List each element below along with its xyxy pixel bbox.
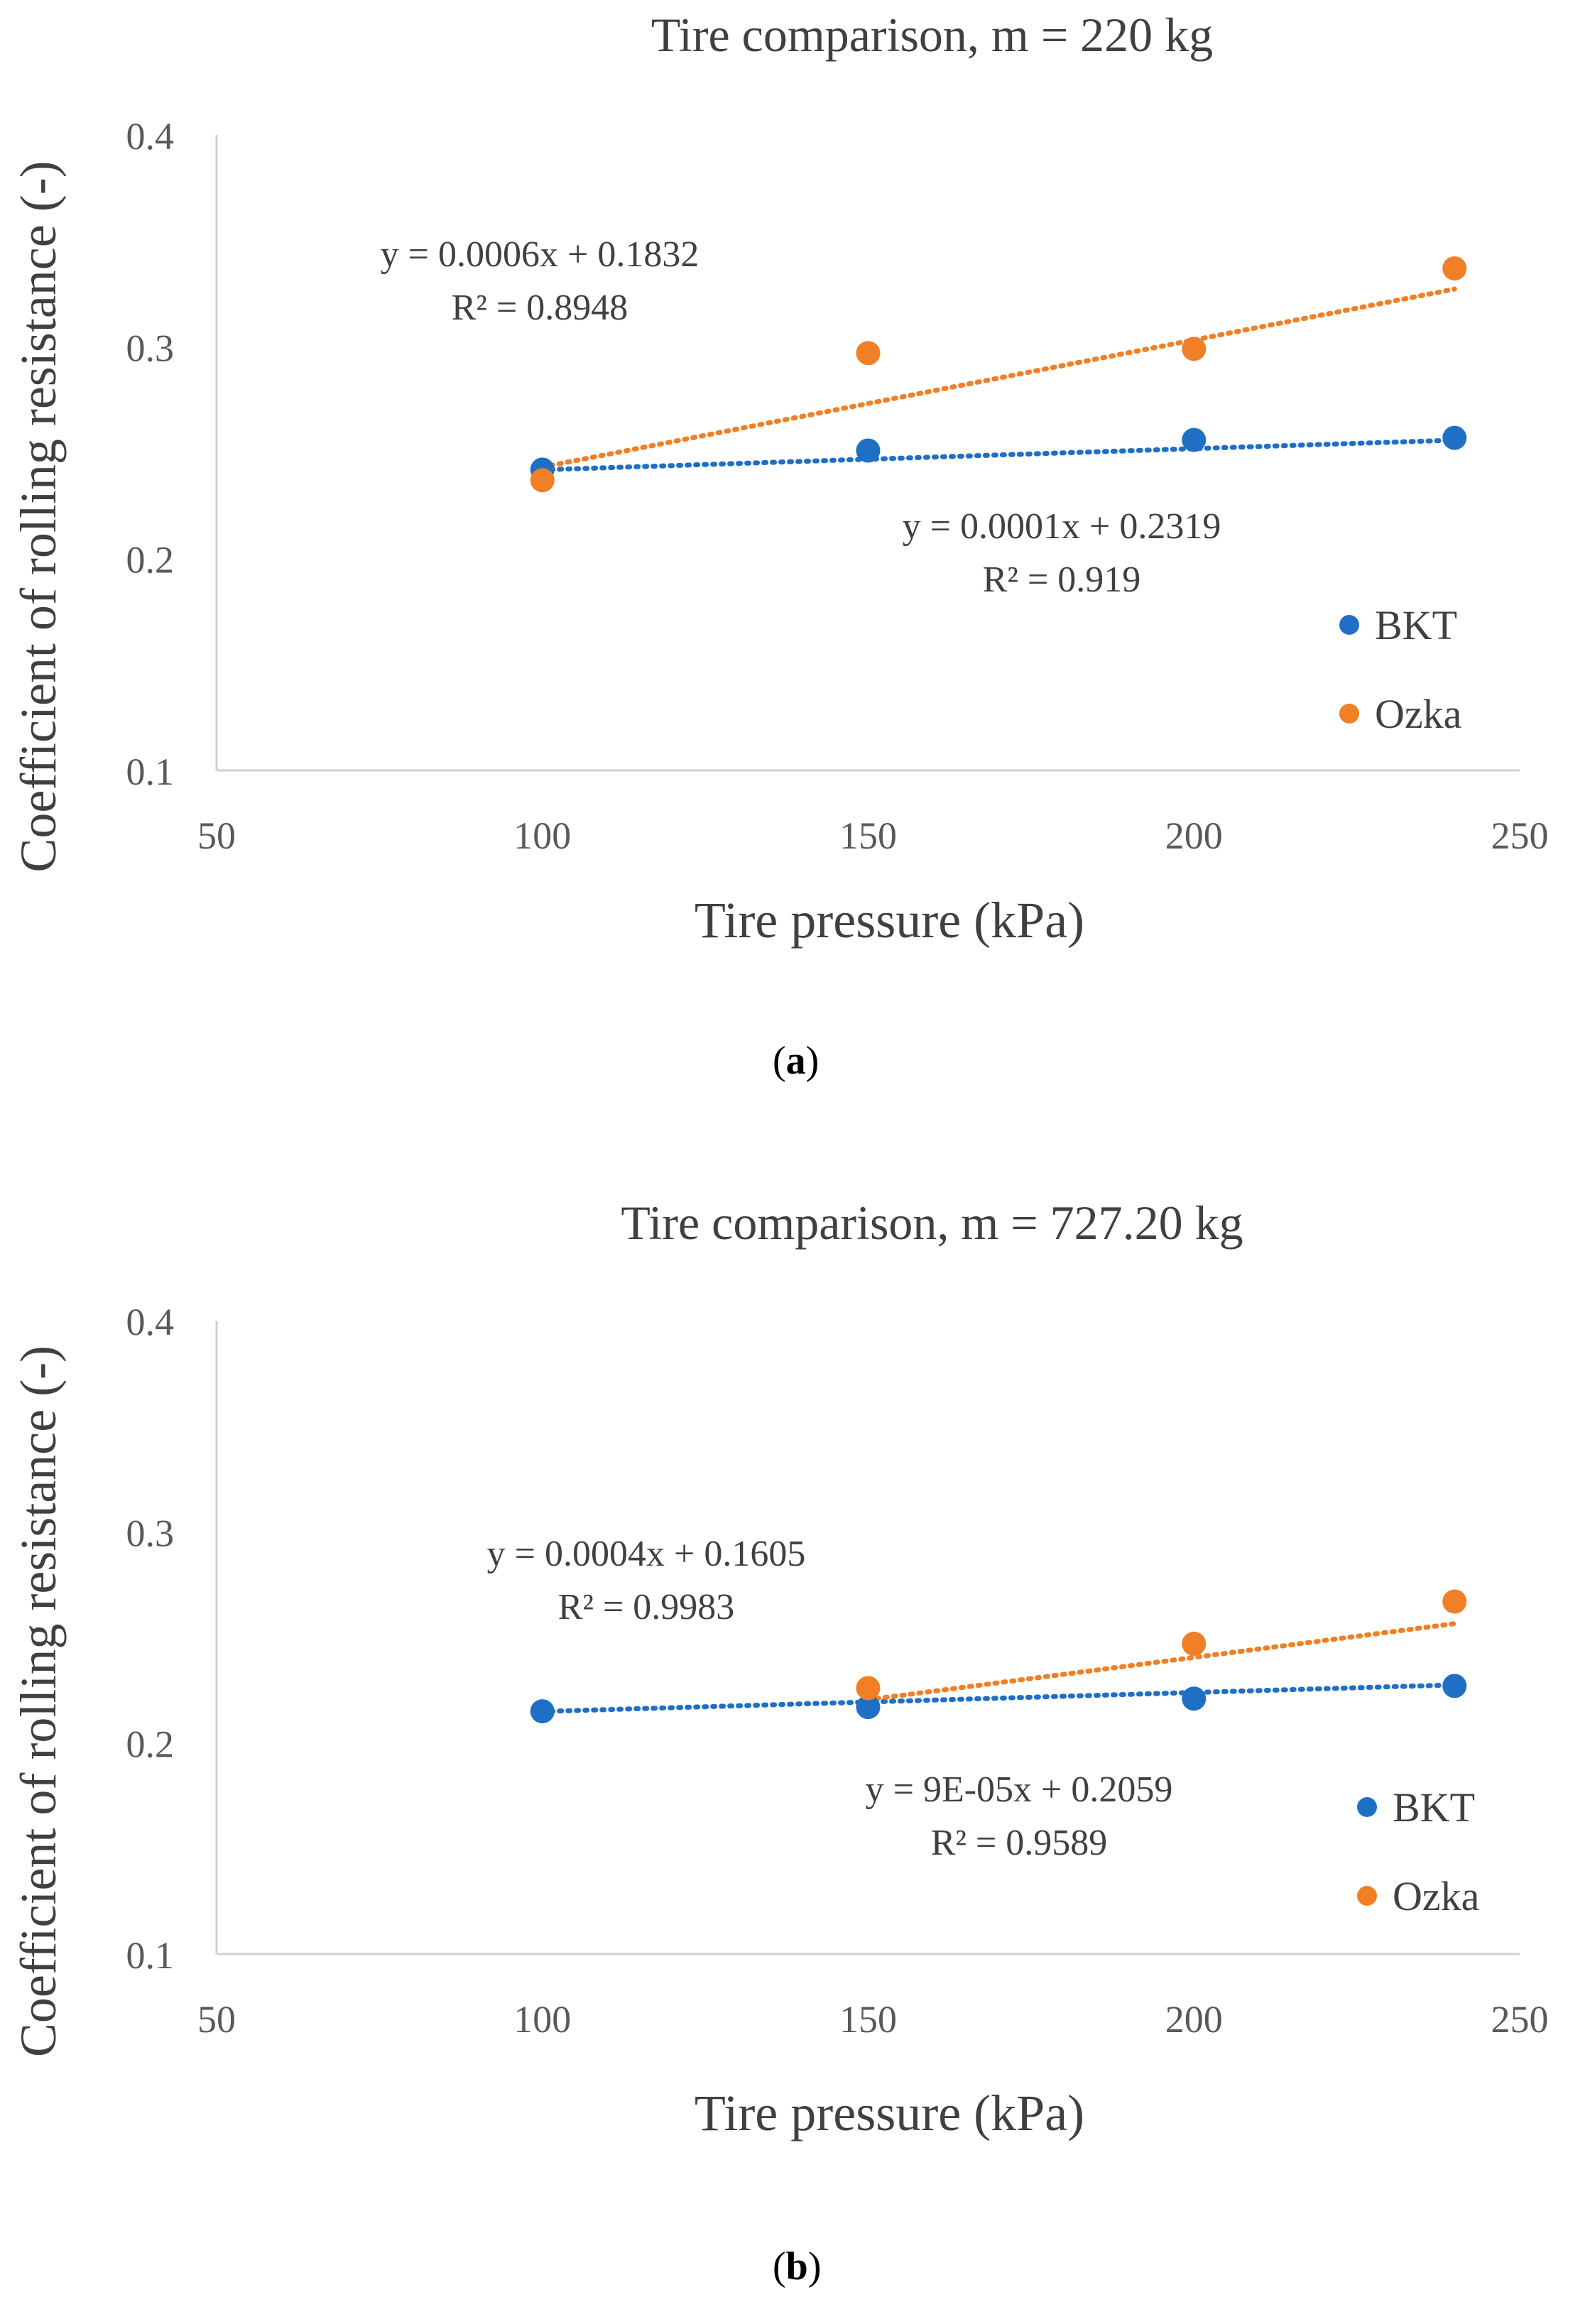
x-axis-label: Tire pressure (kPa): [695, 892, 1084, 949]
data-point-bkt: [1182, 427, 1207, 452]
y-tick-label: 0.2: [126, 539, 175, 582]
x-tick-label: 200: [1165, 1998, 1223, 2041]
data-point-bkt: [856, 1695, 881, 1720]
trendline-r2-bkt: R² = 0.919: [983, 560, 1141, 600]
x-tick-label: 100: [513, 814, 571, 857]
data-point-ozka: [856, 1676, 881, 1701]
y-tick-label: 0.1: [126, 751, 175, 793]
panel-label-b: (b): [773, 2244, 822, 2288]
data-point-bkt: [1442, 425, 1467, 450]
y-tick-label: 0.3: [126, 1512, 175, 1554]
legend-label-bkt: BKT: [1393, 1784, 1475, 1831]
x-tick-label: 50: [197, 1998, 236, 2041]
trendline-bkt: [540, 1682, 1457, 1714]
chart-title: Tire comparison, m = 220 kg: [651, 8, 1213, 62]
trendline-equation-bkt: y = 0.0001x + 0.2319: [903, 506, 1221, 547]
x-tick-label: 250: [1491, 1998, 1549, 2041]
y-tick-label: 0.2: [126, 1723, 175, 1766]
data-point-ozka: [530, 468, 555, 493]
panel-label-b-letter: b: [785, 2244, 808, 2288]
legend-marker-ozka: [1357, 1886, 1377, 1906]
data-point-bkt: [530, 1699, 555, 1724]
data-point-ozka: [1442, 1589, 1467, 1614]
legend-label-bkt: BKT: [1375, 602, 1457, 648]
legend-marker-ozka: [1339, 704, 1359, 724]
legend-marker-bkt: [1339, 615, 1359, 635]
chart-title: Tire comparison, m = 727.20 kg: [621, 1196, 1243, 1250]
data-point-ozka: [1182, 1631, 1207, 1656]
x-tick-label: 150: [839, 814, 897, 857]
panel-label-a: (a): [773, 1039, 819, 1083]
data-point-ozka: [1442, 256, 1467, 280]
trendline-equation-ozka: y = 0.0006x + 0.1832: [381, 234, 699, 275]
legend-label-ozka: Ozka: [1375, 691, 1461, 737]
y-axis-label: Coefficient of rolling resistance (-): [10, 160, 67, 872]
trendline-r2-bkt: R² = 0.9589: [931, 1823, 1108, 1863]
data-point-bkt: [1442, 1674, 1467, 1698]
x-tick-label: 250: [1491, 814, 1549, 857]
trendline-equation-bkt: y = 9E-05x + 0.2059: [866, 1769, 1173, 1810]
y-tick-label: 0.4: [126, 1301, 175, 1343]
data-point-bkt: [856, 438, 881, 463]
y-axis-label: Coefficient of rolling resistance (-): [10, 1346, 67, 2057]
chart-panel-a: Tire comparison, m = 220 kg 0.1 0.2 0.3 0.4 5…: [10, 8, 1549, 949]
legend-marker-bkt: [1357, 1797, 1377, 1817]
x-tick-label: 200: [1165, 814, 1223, 857]
y-tick-label: 0.3: [126, 327, 175, 369]
x-tick-label: 50: [197, 814, 236, 857]
trendline-ozka: [866, 1621, 1457, 1703]
data-point-ozka: [856, 341, 881, 366]
panel-label-a-letter: a: [785, 1039, 806, 1083]
data-point-ozka: [1182, 337, 1207, 361]
trendline-ozka: [540, 286, 1457, 470]
x-tick-label: 150: [839, 1998, 897, 2041]
trendline-r2-ozka: R² = 0.8948: [452, 288, 628, 328]
x-tick-label: 100: [513, 1998, 571, 2041]
trendline-r2-ozka: R² = 0.9983: [558, 1587, 735, 1627]
x-axis-label: Tire pressure (kPa): [695, 2085, 1084, 2142]
trendline-bkt: [540, 437, 1457, 473]
chart-panel-b: Tire comparison, m = 727.20 kg 0.1 0.2 0.3 0…: [10, 1196, 1549, 2142]
y-tick-label: 0.1: [126, 1934, 175, 1977]
trendline-equation-ozka: y = 0.0004x + 0.1605: [487, 1534, 806, 1574]
y-tick-label: 0.4: [126, 115, 175, 158]
data-point-bkt: [1182, 1686, 1207, 1711]
legend-label-ozka: Ozka: [1393, 1873, 1479, 1919]
